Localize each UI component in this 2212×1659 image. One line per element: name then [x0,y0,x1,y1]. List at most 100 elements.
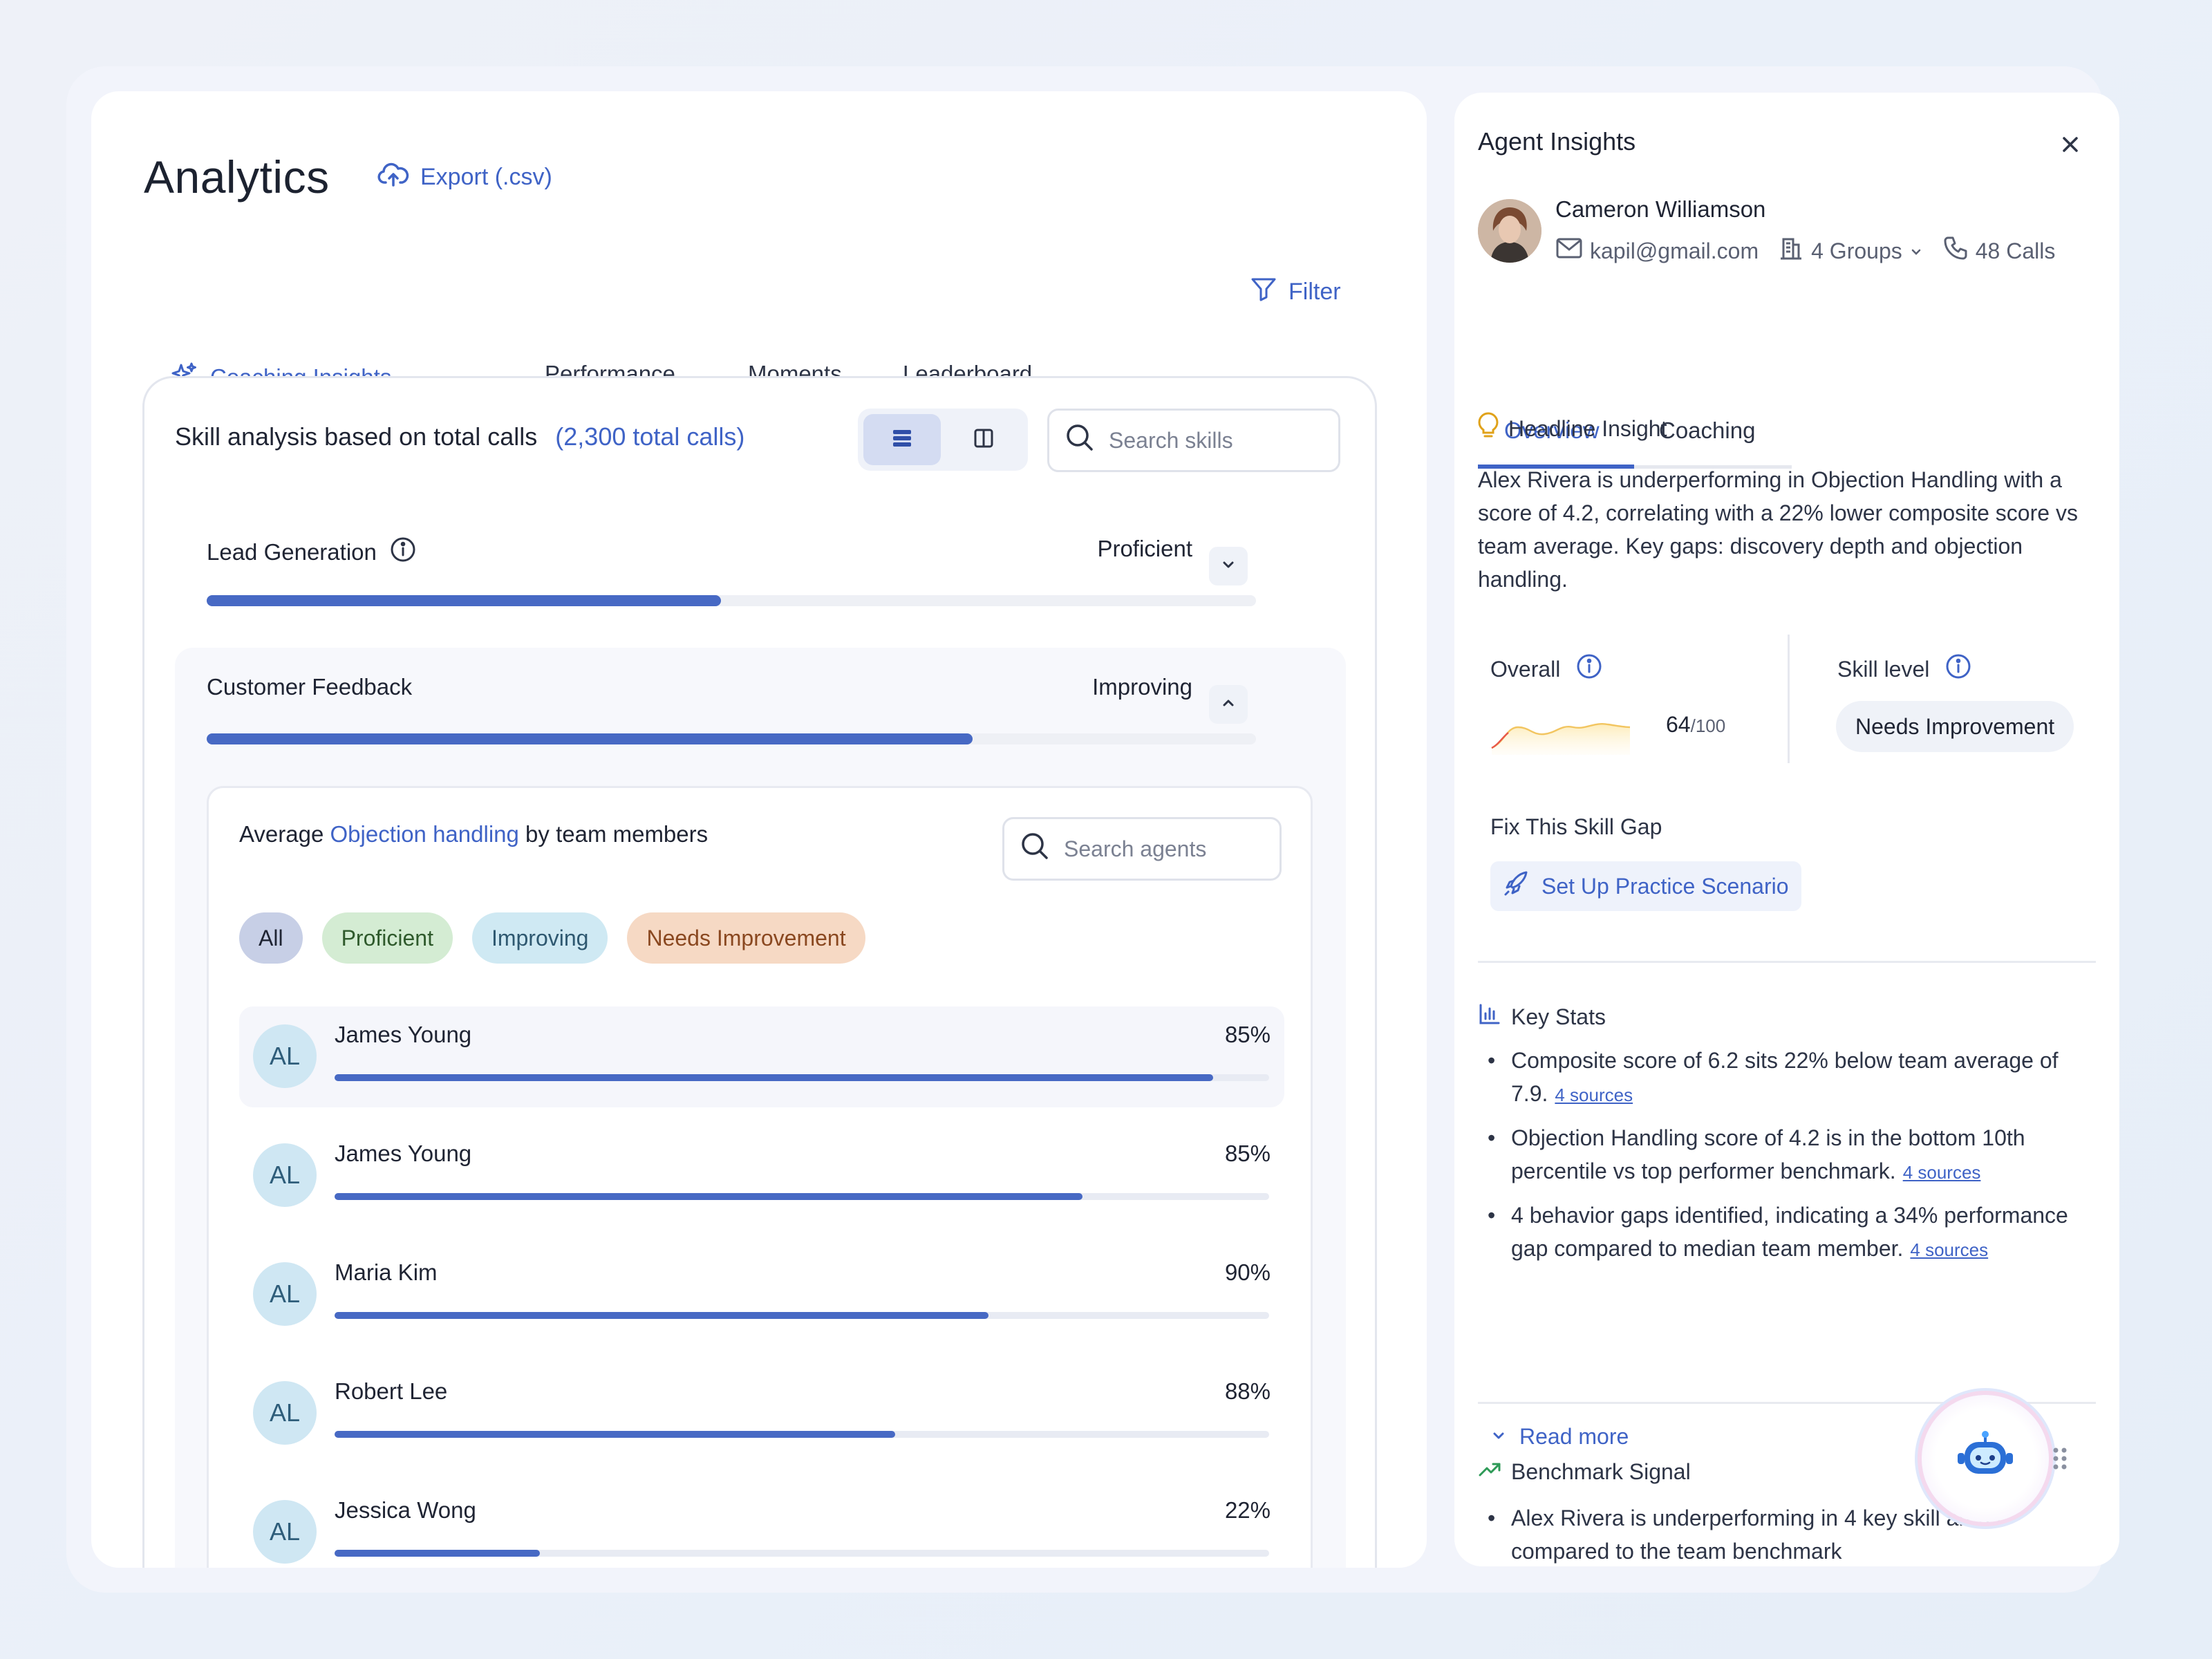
profile-calls: 48 Calls [1942,235,2055,267]
rocket-icon [1503,870,1530,903]
skill-progress-bar [207,733,1256,744]
agent-progress-fill [335,1431,896,1438]
profile-groups-dropdown[interactable]: 4 Groups [1778,235,1923,267]
team-breakdown-card: Average Objection handling by team membe… [207,786,1313,1568]
chevron-down-icon [1909,238,1923,264]
section-divider [1478,961,2096,963]
headline-insight-label: Headline Insight [1478,412,1667,445]
info-icon[interactable] [389,536,417,569]
close-button[interactable] [2053,129,2088,163]
active-tab-indicator [1478,465,1634,469]
mail-icon [1555,236,1583,266]
collapse-button[interactable] [1209,685,1248,724]
agent-name: Robert Lee [335,1378,448,1404]
section-divider [1478,1402,2096,1404]
agent-percentage: 22% [1224,1497,1271,1523]
drag-handle-icon[interactable] [2050,1445,2070,1476]
skill-name: Customer Feedback [207,674,413,700]
search-icon [1020,831,1050,867]
expand-button[interactable] [1209,547,1248,585]
agent-progress-fill [335,1312,989,1319]
fix-skill-gap-label: Fix This Skill Gap [1490,814,1662,839]
set-up-practice-scenario-button[interactable]: Set Up Practice Scenario [1490,861,1801,911]
assistant-bot-button[interactable] [1922,1395,2049,1522]
overall-sparkline [1490,706,1631,758]
avatar: AL [253,1381,317,1445]
key-stats-list: Composite score of 6.2 sits 22% below te… [1478,1044,2100,1276]
building-icon [1778,235,1804,267]
agent-percentage: 85% [1224,1141,1271,1166]
agent-percentage: 90% [1224,1259,1271,1285]
skill-analysis-heading: Skill analysis based on total calls (2,30… [175,422,745,451]
search-skills-input[interactable] [1109,427,1338,453]
skill-name: Lead Generation [207,536,417,569]
agent-name: Jessica Wong [335,1497,476,1523]
info-icon[interactable] [1944,653,1972,686]
agent-name: Maria Kim [335,1259,438,1285]
search-icon [1065,422,1095,458]
skill-row-lead-generation[interactable]: Lead Generation Proficient [175,530,1256,613]
filter-button[interactable]: Filter [1250,275,1341,309]
agent-row[interactable]: AL James Young 85% [239,1125,1284,1226]
sources-link[interactable]: 4 sources [1902,1162,1981,1183]
avatar: AL [253,1262,317,1326]
skill-progress-bar [207,595,1256,606]
read-more-button[interactable]: Read more [1490,1424,1629,1450]
export-csv-button[interactable]: Export (.csv) [377,160,552,194]
list-view-button[interactable] [863,414,941,465]
avatar: AL [253,1024,317,1088]
chip-all[interactable]: All [239,912,303,964]
team-breakdown-title: Average Objection handling by team membe… [239,821,709,847]
chip-proficient[interactable]: Proficient [321,912,453,964]
agent-row[interactable]: AL James Young 85% [239,1006,1284,1107]
key-stat-item: Objection Handling score of 4.2 is in th… [1478,1121,2100,1189]
columns-icon [972,427,995,453]
lightbulb-icon [1478,412,1499,445]
sources-link[interactable]: 4 sources [1910,1239,1989,1260]
overall-label: Overall [1490,653,1603,686]
search-skills-field[interactable] [1047,409,1340,472]
insights-tabs: Overview Coaching [1478,383,1792,469]
agent-row[interactable]: AL Jessica Wong 22% [239,1482,1284,1568]
agent-insights-panel: Agent Insights Cameron Williamson kapil@… [1454,93,2119,1566]
tab-coaching[interactable]: Coaching [1659,418,1756,443]
robot-icon [1952,1424,2018,1494]
benchmark-signal-label: Benchmark Signal [1478,1459,1691,1485]
cloud-upload-icon [377,160,409,194]
chip-improving[interactable]: Improving [471,912,608,964]
profile-email[interactable]: kapil@gmail.com [1555,236,1759,266]
key-stats-label: Key Stats [1478,1002,1606,1031]
chevron-down-icon [1220,556,1237,577]
list-icon [890,427,914,453]
info-icon[interactable] [1575,653,1603,686]
profile-avatar [1478,199,1541,263]
agent-progress-bar [335,1074,1269,1081]
analytics-card: Analytics Export (.csv) Coaching Insight… [91,91,1427,1568]
page-title: Analytics [144,151,330,203]
agent-progress-bar [335,1550,1269,1557]
agent-row[interactable]: AL Maria Kim 90% [239,1244,1284,1345]
skill-progress-fill [207,733,973,744]
search-agents-field[interactable] [1002,817,1282,881]
skill-level: Proficient [1097,536,1192,561]
chevron-up-icon [1220,695,1237,715]
split-view-button[interactable] [945,414,1022,465]
search-agents-input[interactable] [1064,836,1280,862]
overall-score: 64/100 [1666,712,1726,737]
level-filter-chips: All Proficient Improving Needs Improveme… [239,912,865,964]
phone-icon [1942,235,1969,267]
agent-percentage: 85% [1224,1022,1271,1047]
agent-row[interactable]: AL Robert Lee 88% [239,1363,1284,1464]
chip-needs-improvement[interactable]: Needs Improvement [627,912,865,964]
skill-row-customer-feedback[interactable]: Customer Feedback Improving [175,674,1256,757]
avatar: AL [253,1500,317,1564]
skill-analysis-panel: Skill analysis based on total calls (2,30… [142,376,1377,1568]
benchmark-signal-text: Alex Rivera is underperforming in 4 key … [1478,1501,2100,1566]
tab-overview[interactable]: Overview [1504,418,1600,443]
trending-up-icon [1478,1459,1501,1485]
key-stat-item: 4 behavior gaps identified, indicating a… [1478,1199,2100,1266]
agent-name: James Young [335,1141,472,1166]
chevron-down-icon [1490,1424,1507,1450]
sources-link[interactable]: 4 sources [1555,1085,1633,1105]
headline-insight-text: Alex Rivera is underperforming in Object… [1478,467,2078,592]
